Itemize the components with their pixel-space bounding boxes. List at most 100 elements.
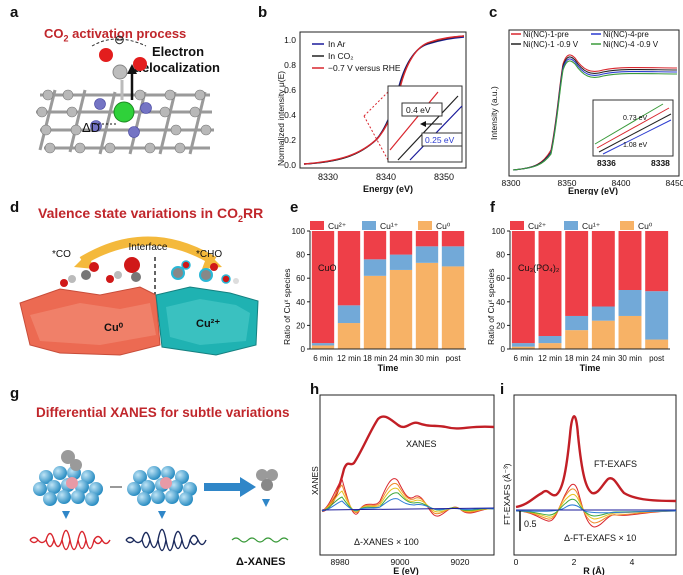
charge-symbol: ⊖ bbox=[114, 32, 125, 47]
bar-segment-f-1-0 bbox=[538, 343, 562, 349]
bar-segment-f-4-2 bbox=[618, 231, 642, 290]
panel-g-label: g bbox=[10, 385, 20, 402]
curve-ni1-09 bbox=[512, 56, 678, 171]
panel-e-label: e bbox=[290, 199, 299, 216]
scale-label: 0.5 bbox=[524, 519, 537, 529]
x-tick-e-1: 12 min bbox=[337, 354, 361, 363]
bar-segment-f-4-1 bbox=[618, 290, 642, 316]
panel-b-ytick: 0.0 bbox=[284, 160, 296, 170]
legend-ni4-pre: Ni(NC)-4-pre bbox=[603, 30, 649, 39]
panel-b-ytick: 1.0 bbox=[284, 35, 296, 45]
delta-ft-exafs-label: Δ-FT-EXAFS × 10 bbox=[564, 533, 636, 543]
bar-segment-f-0-2 bbox=[511, 231, 535, 344]
legend-f-cu1: Cu¹⁺ bbox=[582, 221, 601, 231]
ft-exafs-label: FT-EXAFS bbox=[594, 459, 637, 469]
delta-xanes-label: Δ-XANES bbox=[236, 556, 285, 568]
panel-i-xtick: 2 bbox=[572, 557, 577, 567]
panel-e-xlabel: Time bbox=[378, 363, 399, 373]
x-tick-f-1: 12 min bbox=[538, 354, 562, 363]
interface-label: Interface bbox=[129, 242, 168, 253]
bar-segment-f-5-2 bbox=[645, 231, 669, 292]
ft-exafs-curve bbox=[515, 415, 677, 509]
bar-segment-f-0-0 bbox=[511, 346, 535, 349]
y-tick-e-2: 40 bbox=[296, 298, 305, 307]
panel-d-title: Valence state variations in CO2RR bbox=[38, 205, 264, 224]
panel-c-xtick: 8300 bbox=[502, 178, 521, 188]
legend-ni1-09: Ni(NC)-1 -0.9 V bbox=[523, 40, 579, 49]
panel-c-xlabel: Energy (eV) bbox=[568, 186, 618, 195]
panel-a: a CO2 activation process Electron deloca… bbox=[0, 0, 228, 190]
panel-d: d Valence state variations in CO2RR Inte… bbox=[0, 195, 270, 370]
panel-c: c Intensity (a.u.) 8300 8350 8400 8450 E… bbox=[473, 0, 683, 195]
x-tick-e-3: 24 min bbox=[389, 354, 413, 363]
panel-f-label: f bbox=[490, 199, 495, 216]
curve-ni1-pre bbox=[512, 54, 678, 171]
carbon-atoms bbox=[36, 89, 212, 154]
legend-cu2: Cu²⁺ bbox=[328, 221, 347, 231]
y-tick-e-4: 80 bbox=[296, 251, 305, 260]
panel-e-sample: CuO bbox=[318, 263, 337, 273]
panel-b-ytick: 0.2 bbox=[284, 135, 296, 145]
x-tick-f-4: 30 min bbox=[618, 354, 642, 363]
panel-g: g Differential XANES for subtle variatio… bbox=[0, 375, 310, 575]
y-tick-f-2: 40 bbox=[496, 298, 505, 307]
bar-segment-e-0-0 bbox=[311, 345, 335, 349]
panel-d-illustration: Interface *CO *CHO Cu⁰ Cu²⁺ bbox=[19, 236, 259, 356]
y-tick-f-1: 20 bbox=[496, 321, 505, 330]
y-tick-f-4: 80 bbox=[496, 251, 505, 260]
bar-segment-e-3-1 bbox=[389, 254, 413, 270]
panel-f-sample: Cu₃(PO₄)₂ bbox=[518, 263, 560, 273]
x-tick-f-5: post bbox=[649, 354, 665, 363]
panel-b-ytick: 0.4 bbox=[284, 110, 296, 120]
wave-green bbox=[231, 537, 289, 543]
inset-c-shift-a: 0.73 eV bbox=[623, 115, 647, 122]
bar-segment-f-2-0 bbox=[565, 330, 589, 349]
panel-b-ylabel: Normalized intensity μ(E) bbox=[276, 71, 286, 166]
delta-d-label: ΔD bbox=[82, 120, 100, 135]
bar-segment-e-2-1 bbox=[363, 259, 387, 276]
legend-f-cu2: Cu²⁺ bbox=[528, 221, 547, 231]
bar-segment-f-1-2 bbox=[538, 231, 562, 337]
inset-shift-a: 0.4 eV bbox=[406, 105, 431, 115]
panel-h-ylabel: XANES bbox=[310, 466, 320, 495]
panel-b-xtick: 8330 bbox=[318, 172, 338, 182]
nitrogen-atoms bbox=[90, 98, 152, 138]
panel-h-xtick: 9020 bbox=[451, 557, 470, 567]
panel-b-xanes-plot: Normalized intensity μ(E) 0.0 0.2 0.4 0.… bbox=[276, 31, 467, 194]
panel-i-ylabel: FT-EXAFS (Å⁻³) bbox=[502, 463, 512, 525]
panel-f-ylabel: Ratio of Cuˣ species bbox=[486, 269, 496, 346]
panel-b-xtick: 8350 bbox=[434, 172, 454, 182]
panel-b: b Normalized intensity μ(E) 0.0 0.2 0.4 … bbox=[228, 0, 473, 195]
cu0-label: Cu⁰ bbox=[104, 322, 124, 334]
panel-i-label: i bbox=[500, 381, 505, 398]
adsorbate-grey bbox=[61, 450, 75, 464]
panel-f-xlabel: Time bbox=[580, 363, 601, 373]
inset-shift-b: 0.25 eV bbox=[425, 135, 455, 145]
panel-d-label: d bbox=[10, 199, 20, 216]
panel-h-xtick: 8980 bbox=[331, 557, 350, 567]
bar-segment-f-2-1 bbox=[565, 315, 589, 331]
panel-b-xlabel: Energy (eV) bbox=[363, 184, 413, 194]
panel-c-ylabel: Intensity (a.u.) bbox=[489, 86, 499, 140]
x-tick-f-2: 18 min bbox=[565, 354, 589, 363]
legend-rhe: −0.7 V versus RHE bbox=[328, 63, 401, 73]
bar-segment-e-4-0 bbox=[415, 262, 439, 349]
free-adsorbate bbox=[256, 469, 268, 481]
curve-ni4-pre bbox=[512, 58, 678, 171]
bar-segment-e-3-2 bbox=[389, 231, 413, 255]
x-tick-f-3: 24 min bbox=[591, 354, 615, 363]
co2-oxygen-right bbox=[133, 57, 147, 71]
bar-segment-e-5-2 bbox=[441, 231, 465, 247]
xanes-curve bbox=[321, 415, 495, 513]
y-tick-e-0: 0 bbox=[301, 345, 306, 354]
panel-g-title: Differential XANES for subtle variations bbox=[36, 405, 290, 420]
xanes-label: XANES bbox=[406, 439, 437, 449]
panel-b-xtick: 8340 bbox=[376, 172, 396, 182]
panel-h-plot: XANES 8980 9000 9020 E (eV) XANES Δ-XANE… bbox=[310, 394, 495, 575]
legend-in-co2: In CO₂ bbox=[328, 51, 354, 61]
bar-segment-e-1-1 bbox=[337, 305, 361, 324]
legend-f-cu0: Cu⁰ bbox=[638, 221, 653, 231]
big-arrow bbox=[204, 477, 256, 497]
bar-segment-f-1-1 bbox=[538, 336, 562, 344]
bar-segment-f-3-0 bbox=[591, 320, 615, 349]
